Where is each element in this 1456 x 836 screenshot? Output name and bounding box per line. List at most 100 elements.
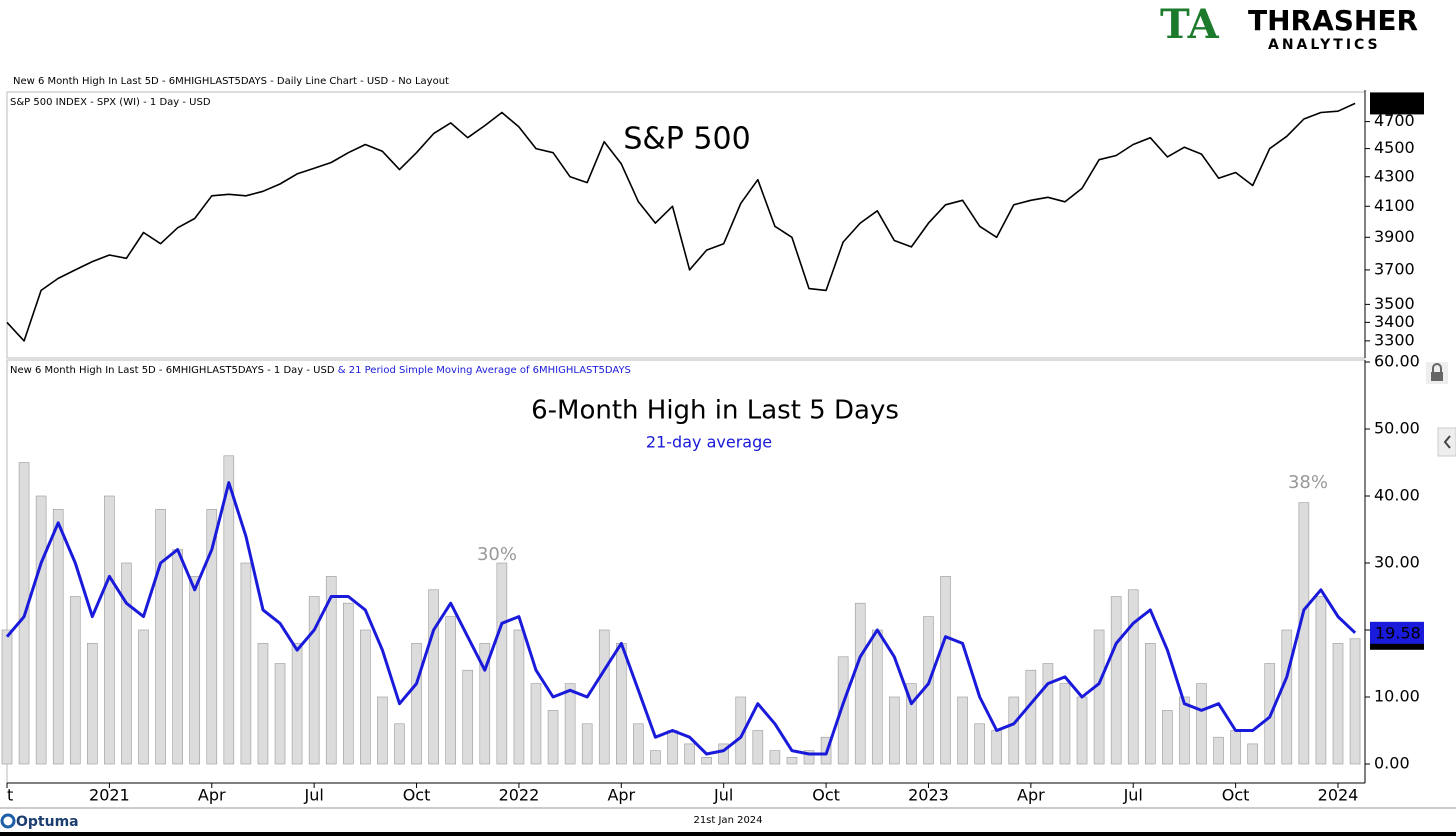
optuma-icon [0, 813, 16, 829]
x-tick-label: t [7, 786, 13, 805]
lock-body [1431, 372, 1443, 381]
x-tick-label: Apr [1017, 786, 1045, 805]
bar [394, 723, 405, 765]
bar [1349, 638, 1361, 765]
bar [377, 696, 388, 765]
bar [906, 683, 917, 765]
bar [1127, 589, 1139, 765]
bar [530, 683, 542, 765]
bar [1008, 696, 1020, 765]
bar [325, 576, 337, 765]
bar [223, 455, 235, 765]
x-tick-label: 2021 [89, 786, 130, 805]
bar [291, 643, 303, 765]
x-tick-label: 2023 [908, 786, 949, 805]
y-tick-label: 3300 [1374, 330, 1415, 349]
bar [1230, 730, 1241, 765]
y-tick-label: 50.00 [1374, 419, 1420, 438]
logo-name: THRASHER [1248, 4, 1418, 37]
x-tick-label: Oct [403, 786, 431, 805]
y-tick-label: 3400 [1374, 312, 1415, 331]
bar [684, 743, 695, 765]
bar [564, 683, 576, 765]
bar [633, 723, 644, 765]
y-tick-label: 30.00 [1374, 553, 1420, 572]
y-tick-label: 4100 [1374, 196, 1415, 215]
bar [155, 509, 166, 765]
y-tick-label: 10.00 [1374, 687, 1420, 706]
y-tick-label: 4300 [1374, 166, 1415, 185]
page-header: New 6 Month High In Last 5D - 6MHIGHLAST… [13, 76, 449, 87]
bar [172, 549, 183, 765]
x-tick-label: Oct [1222, 786, 1250, 805]
top-title: S&P 500 [623, 122, 750, 157]
bar [360, 629, 371, 765]
bar [547, 710, 559, 765]
footer-date: 21st Jan 2024 [693, 815, 762, 826]
bar [616, 643, 627, 765]
bar [1315, 596, 1327, 765]
bottom-title: 6-Month High in Last 5 Days [531, 396, 899, 426]
side-tab[interactable] [1437, 427, 1456, 457]
lock-icon[interactable] [1426, 362, 1448, 384]
tab-bg [1437, 427, 1456, 457]
bar [1076, 696, 1088, 765]
y-tick-label: 4700 [1374, 111, 1415, 130]
series-line [5, 481, 1357, 756]
logo-tagline: ANALYTICS [1268, 37, 1381, 53]
bar [1196, 683, 1207, 765]
bar [769, 750, 781, 765]
bar [240, 562, 252, 765]
bar [581, 723, 593, 765]
bar [701, 756, 712, 765]
logo: TA THRASHER ANALYTICS [1160, 1, 1418, 53]
bar [1, 629, 13, 765]
y-tick-label: 3700 [1374, 259, 1415, 278]
last-value-label: 4,840 [1375, 94, 1421, 113]
bar [1144, 643, 1156, 765]
y-tick-label: 3500 [1374, 294, 1415, 313]
bar [513, 629, 525, 765]
bar [752, 730, 764, 765]
bar [650, 750, 661, 765]
series-label: New 6 Month High In Last 5D - 6MHIGHLAST… [10, 365, 335, 376]
x-tick-label: 2022 [499, 786, 540, 805]
bar [104, 495, 115, 765]
bar [445, 616, 456, 765]
bar [1059, 683, 1071, 765]
bar [462, 669, 474, 765]
bar [667, 730, 678, 765]
bar [1093, 629, 1105, 765]
last-value-label: 19.58 [1375, 623, 1421, 642]
bar [1298, 502, 1310, 765]
x-tick-label: Jul [713, 786, 733, 805]
tab-arrow [1443, 435, 1451, 449]
bar [52, 509, 64, 765]
bar [87, 643, 98, 765]
bar [854, 602, 866, 765]
bar [837, 656, 849, 765]
bar [940, 576, 951, 765]
bar [257, 643, 269, 765]
bar [428, 589, 439, 765]
bar [871, 629, 883, 765]
bar [718, 743, 729, 765]
bar [1281, 629, 1293, 765]
bar [35, 495, 47, 765]
x-tick-label: Jul [303, 786, 323, 805]
bar [803, 750, 815, 765]
last-value-box [1370, 92, 1424, 115]
annotation: 38% [1288, 472, 1328, 493]
y-tick-label: 0.00 [1374, 754, 1410, 773]
bar [274, 663, 286, 765]
bar [1162, 710, 1173, 765]
series-label: & 21 Period Simple Moving Average of 6MH… [338, 365, 631, 376]
bar [1110, 596, 1122, 765]
bar [1179, 696, 1190, 765]
bar [991, 730, 1003, 765]
bar [1025, 669, 1037, 765]
bottom-subtitle: 21-day average [646, 433, 772, 452]
bar [957, 696, 968, 765]
bottom-panel-label: New 6 Month High In Last 5D - 6MHIGHLAST… [10, 365, 631, 376]
